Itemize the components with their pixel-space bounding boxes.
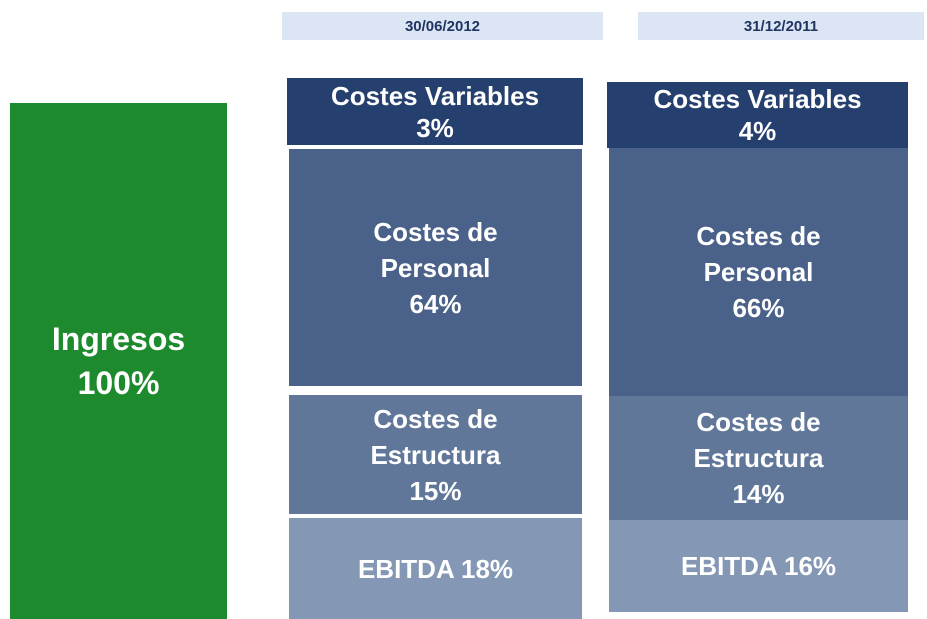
label: Personal: [380, 252, 491, 283]
label: 3%: [416, 112, 454, 143]
column-header: 30/06/2012: [282, 12, 603, 40]
cost-block: EBITDA 16%: [609, 520, 908, 612]
label: Personal: [703, 257, 814, 287]
label: Ingresos: [51, 321, 186, 357]
label: Costes de: [696, 407, 821, 437]
label: 15%: [409, 475, 462, 506]
label: Costes de: [696, 221, 821, 251]
cost-block: EBITDA 18%: [289, 518, 582, 619]
cost-block: Costes de Estructura 15%: [289, 395, 582, 514]
cost-block: Costes de Personal 66%: [609, 148, 908, 396]
label: 100%: [77, 365, 160, 401]
label: Estructura: [370, 439, 501, 470]
label: Costes de: [373, 216, 498, 247]
label: Estructura: [693, 443, 824, 473]
cost-block: Costes Variables 4%: [607, 82, 908, 148]
label: Costes Variables: [330, 80, 540, 111]
cost-block: Costes de Estructura 14%: [609, 396, 908, 520]
label: EBITDA 18%: [357, 553, 514, 584]
label: Costes de: [373, 403, 498, 434]
label: 66%: [732, 293, 785, 323]
total-block: Ingresos 100%: [10, 103, 227, 619]
column-header: 31/12/2011: [638, 12, 924, 40]
cost-block: Costes Variables 3%: [287, 78, 583, 145]
label: 64%: [409, 288, 462, 319]
label: Costes Variables: [653, 84, 862, 114]
label: EBITDA 16%: [680, 551, 837, 581]
label: 4%: [738, 116, 777, 146]
label: 14%: [732, 479, 785, 509]
cost-block: Costes de Personal 64%: [289, 149, 582, 386]
